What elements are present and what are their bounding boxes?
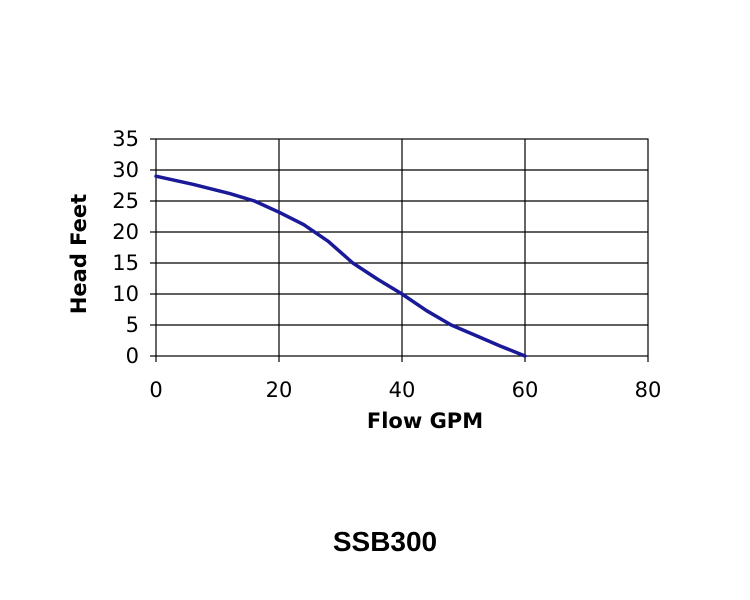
model-caption: SSB300 <box>332 526 438 557</box>
y-tick-label: 5 <box>126 313 139 337</box>
y-tick-label: 35 <box>112 127 139 151</box>
y-tick-label: 15 <box>112 251 139 275</box>
x-tick-label: 40 <box>389 378 416 402</box>
x-tick-label: 0 <box>149 378 162 402</box>
series-line <box>154 174 527 358</box>
x-tick-labels: 0 20 40 60 80 <box>149 378 661 402</box>
y-tick-label: 0 <box>126 344 139 368</box>
y-tick-label: 30 <box>112 158 139 182</box>
y-tick-marks <box>150 138 156 357</box>
x-tick-label: 60 <box>512 378 539 402</box>
gridlines <box>155 139 649 362</box>
x-tick-label: 20 <box>266 378 293 402</box>
y-tick-label: 10 <box>112 282 139 306</box>
y-tick-labels: 0 5 10 15 20 25 30 35 <box>112 127 139 368</box>
x-tick-label: 80 <box>635 378 662 402</box>
y-tick-label: 20 <box>112 220 139 244</box>
y-tick-label: 25 <box>112 189 139 213</box>
y-axis-title: Head Feet <box>67 194 91 314</box>
x-axis-title: Flow GPM <box>367 409 483 433</box>
